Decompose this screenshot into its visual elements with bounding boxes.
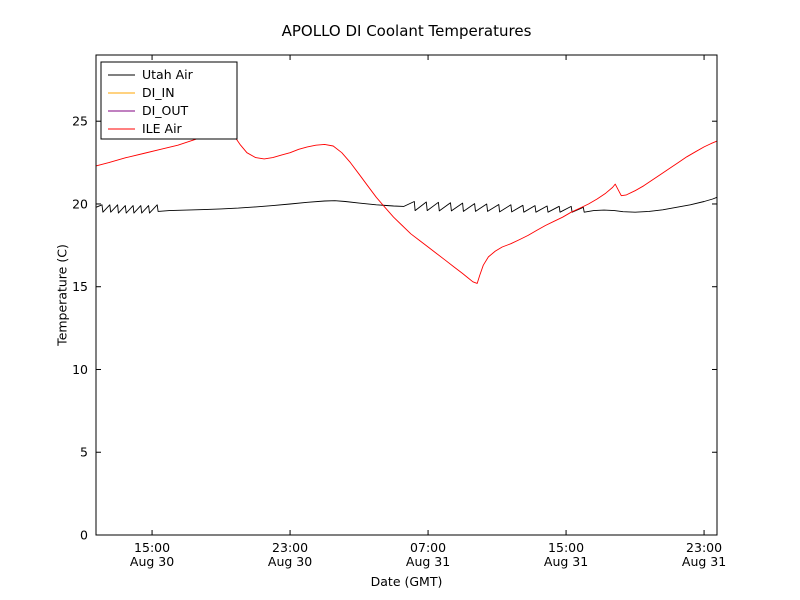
y-tick-label: 0: [80, 528, 88, 543]
x-tick-label: Aug 31: [544, 554, 588, 569]
legend-label-ile-air: ILE Air: [142, 121, 183, 136]
x-tick-label: 15:00: [134, 540, 170, 555]
series-line-ile-air: [95, 129, 718, 284]
legend-label-utah-air: Utah Air: [142, 67, 194, 82]
y-tick-label: 25: [72, 114, 88, 129]
series-line-utah-air: [95, 196, 718, 214]
legend-label-di-in: DI_IN: [142, 85, 175, 100]
x-tick-label: 07:00: [410, 540, 446, 555]
x-tick-label: 15:00: [548, 540, 584, 555]
chart-title: APOLLO DI Coolant Temperatures: [281, 22, 532, 40]
y-tick-label: 20: [72, 196, 88, 211]
x-tick-label: 23:00: [272, 540, 308, 555]
x-tick-label: Aug 30: [268, 554, 312, 569]
y-axis-label: Temperature (C): [54, 244, 70, 346]
x-axis-label: Date (GMT): [370, 574, 443, 589]
legend-label-di-out: DI_OUT: [142, 103, 189, 118]
y-tick-label: 15: [72, 279, 88, 294]
x-tick-label: Aug 30: [130, 554, 174, 569]
x-tick-label: Aug 31: [406, 554, 450, 569]
plot-frame: [95, 54, 718, 536]
y-tick-label: 10: [72, 362, 88, 377]
x-tick-label: Aug 31: [682, 554, 726, 569]
y-tick-label: 5: [80, 445, 88, 460]
x-tick-label: 23:00: [686, 540, 722, 555]
